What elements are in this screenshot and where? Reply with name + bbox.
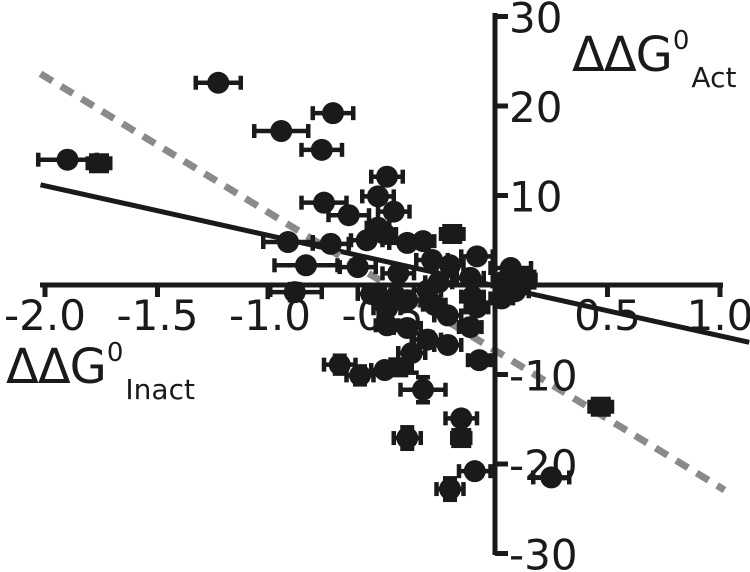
data-point-square xyxy=(590,396,611,417)
data-point-circle xyxy=(439,478,461,501)
y-tick-label: -10 xyxy=(509,352,578,401)
y-axis-title: ΔΔG0Act xyxy=(572,28,736,92)
data-point-circle xyxy=(412,230,434,253)
data-point-square xyxy=(388,357,409,378)
y-tick-label: 10 xyxy=(509,173,562,222)
data-point-circle xyxy=(346,256,369,279)
data-point-circle xyxy=(439,254,461,277)
data-point-circle xyxy=(313,191,335,214)
data-point-circle xyxy=(319,232,342,255)
data-point-circle xyxy=(540,466,563,489)
data-point-circle xyxy=(295,254,317,277)
y-tick-label: 20 xyxy=(509,83,562,132)
x-axis-title-main: ΔΔG xyxy=(6,339,107,395)
data-point-circle xyxy=(310,138,333,161)
x-tick-label: 0.5 xyxy=(574,291,641,340)
data-point-circle xyxy=(459,266,482,289)
data-point-circle xyxy=(450,407,473,430)
y-axis-title-subscript: Act xyxy=(691,61,737,94)
data-point-circle xyxy=(436,304,459,327)
data-point-circle xyxy=(349,364,371,387)
data-point-circle xyxy=(387,262,410,285)
data-point-circle xyxy=(376,165,398,188)
data-point-circle xyxy=(283,281,306,304)
data-point-circle xyxy=(207,71,230,94)
x-tick-label: 1.0 xyxy=(687,291,750,340)
data-point-circle xyxy=(436,333,459,356)
data-point-square xyxy=(451,428,472,449)
data-point-circle xyxy=(396,427,419,450)
data-point-circle xyxy=(367,185,389,208)
data-point-square xyxy=(442,223,463,244)
x-axis-title-subscript: Inact xyxy=(125,373,195,406)
data-point-circle xyxy=(396,289,419,312)
y-axis-title-superscript: 0 xyxy=(672,26,690,56)
data-point-circle xyxy=(412,378,434,401)
data-point-circle xyxy=(504,280,527,303)
y-tick-label: 30 xyxy=(509,0,562,43)
dashed-regression-line xyxy=(38,70,727,493)
x-axis-title: ΔΔG0Inact xyxy=(6,340,195,404)
data-point-circle xyxy=(382,200,405,223)
x-tick-label: -2.0 xyxy=(4,291,86,340)
data-point-circle xyxy=(277,231,299,254)
y-axis-title-main: ΔΔG xyxy=(572,27,673,83)
data-point-square xyxy=(89,153,109,174)
data-point-circle xyxy=(466,296,488,319)
data-point-circle xyxy=(322,102,344,125)
data-point-circle xyxy=(56,148,79,171)
x-tick-label: -1.5 xyxy=(117,291,199,340)
data-point-circle xyxy=(360,282,383,305)
data-point-circle xyxy=(468,349,491,372)
data-point-circle xyxy=(463,460,486,483)
data-point-circle xyxy=(459,316,482,339)
data-point-circle xyxy=(466,245,488,268)
x-axis-title-superscript: 0 xyxy=(106,338,124,368)
data-point-circle xyxy=(337,204,360,227)
data-point-circle xyxy=(270,120,293,143)
y-tick-label: -30 xyxy=(509,531,578,572)
